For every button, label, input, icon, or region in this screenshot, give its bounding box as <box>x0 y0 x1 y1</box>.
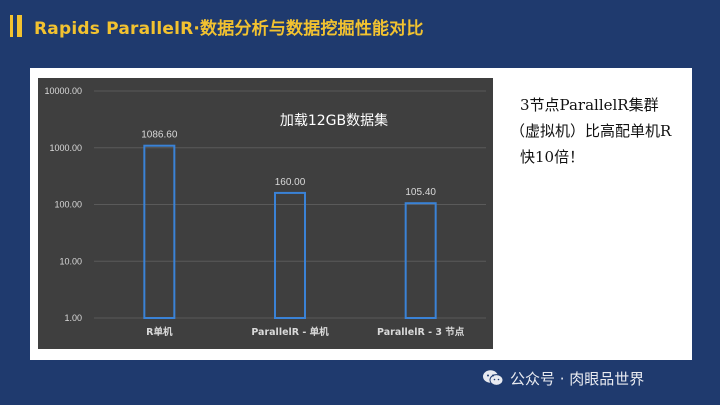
y-tick-label: 1000.00 <box>49 143 82 153</box>
y-tick-label: 100.00 <box>54 200 82 210</box>
data-label: 105.40 <box>405 187 436 198</box>
x-category-label: ParallelR - 3 节点 <box>377 326 465 338</box>
data-label: 160.00 <box>275 177 306 188</box>
chart-svg: 1.00 10.00 100.00 1000.00 10000.00 加载12GB数据集 1… <box>44 86 486 338</box>
bar <box>274 191 306 319</box>
bar-chart: 1.00 10.00 100.00 1000.00 10000.00 加载12GB数据集 1… <box>38 78 493 349</box>
y-tick-label: 1.00 <box>64 313 82 323</box>
title-accent-bar <box>10 15 13 37</box>
title-accent-bar <box>17 15 22 37</box>
annotation-line-1: 3节点ParallelR集群 <box>520 96 659 114</box>
slide-title-bar: Rapids ParallelR·数据分析与数据挖掘性能对比 <box>10 14 424 39</box>
bar <box>404 202 437 319</box>
slide-title: Rapids ParallelR·数据分析与数据挖掘性能对比 <box>34 18 424 39</box>
y-tick-label: 10.00 <box>59 256 82 266</box>
watermark: 公众号 · 肉眼品世界 <box>482 368 644 388</box>
watermark-text: 公众号 · 肉眼品世界 <box>510 369 645 388</box>
data-label: 1086.60 <box>141 130 178 141</box>
y-tick-label: 10000.00 <box>44 86 82 96</box>
x-category-label: ParallelR - 单机 <box>251 326 329 338</box>
bar <box>143 144 176 319</box>
annotation-line-2: （虚拟机）比高配单机R <box>510 122 672 140</box>
x-category-label: R单机 <box>146 326 173 338</box>
wechat-icon <box>482 369 504 387</box>
annotation-line-3: 快10倍！ <box>520 148 585 166</box>
chart-title: 加载12GB数据集 <box>280 112 388 129</box>
